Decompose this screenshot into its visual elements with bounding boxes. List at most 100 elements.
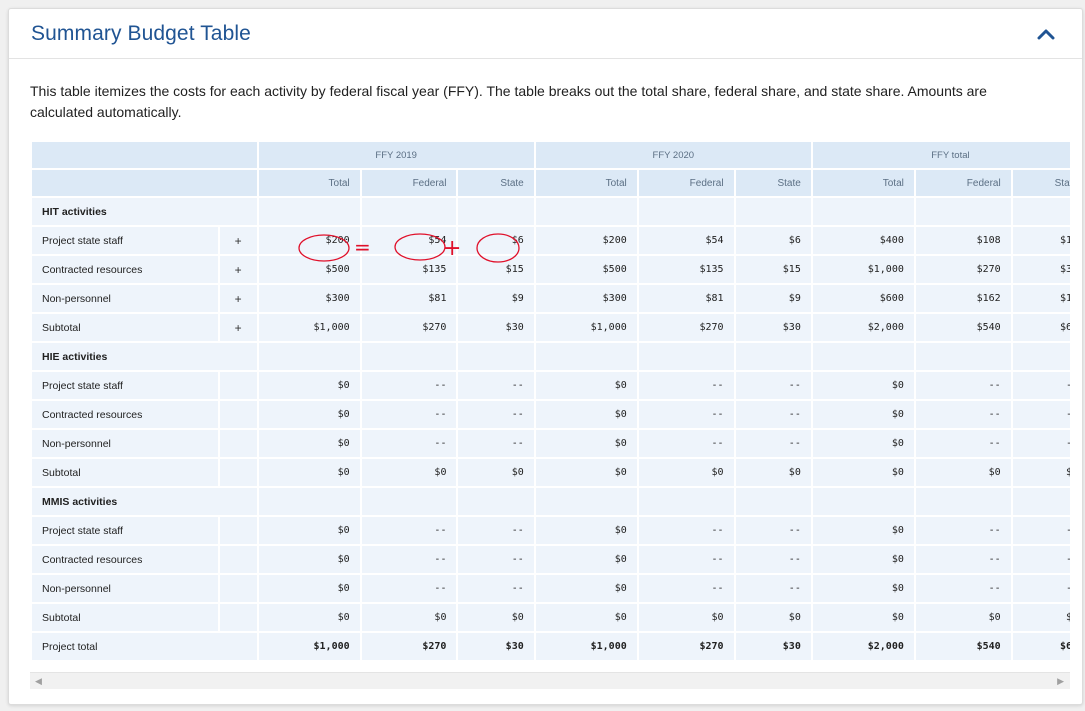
empty-cell — [535, 198, 637, 225]
table-cell: -- — [458, 401, 534, 428]
table-cell: $0 — [812, 575, 914, 602]
empty-cell — [812, 198, 914, 225]
table-cell: $9 — [458, 285, 534, 312]
table-cell: -- — [361, 430, 457, 457]
column-header: Total — [535, 170, 637, 196]
table-cell: $200 — [535, 227, 637, 254]
summary-budget-table: FFY 2019 FFY 2020 FFY total Total Federal Sta… — [30, 140, 1070, 662]
table-cell: $0 — [812, 430, 914, 457]
empty-cell — [458, 488, 534, 515]
expand-row-button[interactable]: + — [219, 256, 257, 283]
table-cell: $162 — [915, 285, 1011, 312]
empty-cell — [915, 343, 1011, 370]
row-label: Non-personnel — [32, 285, 218, 312]
table-cell: $0 — [258, 401, 360, 428]
table-cell: $270 — [361, 633, 457, 660]
table-row: Non-personnel$0----$0----$0---- — [32, 575, 1070, 602]
empty-cell — [361, 343, 457, 370]
table-row: Contracted resources$0----$0----$0---- — [32, 401, 1070, 428]
table-cell: -- — [1012, 430, 1070, 457]
table-cell: $81 — [361, 285, 457, 312]
table-cell: $1,000 — [258, 314, 360, 341]
table-cell: $270 — [361, 314, 457, 341]
table-cell: $0 — [535, 430, 637, 457]
table-cell: $0 — [258, 546, 360, 573]
table-cell: $600 — [812, 285, 914, 312]
table-cell: $0 — [361, 604, 457, 631]
empty-cell — [735, 343, 811, 370]
column-header: Federal — [361, 170, 457, 196]
table-cell: $0 — [1012, 604, 1070, 631]
chevron-up-icon — [1037, 29, 1055, 39]
table-cell: -- — [361, 372, 457, 399]
table-cell: -- — [735, 575, 811, 602]
table-cell: $0 — [812, 401, 914, 428]
table-cell: $2,000 — [812, 633, 914, 660]
table-cell: $0 — [258, 575, 360, 602]
empty-cell — [219, 459, 257, 486]
table-row: Subtotal$0$0$0$0$0$0$0$0$0 — [32, 459, 1070, 486]
table-description: This table itemizes the costs for each a… — [30, 83, 987, 120]
empty-cell — [638, 488, 734, 515]
row-label: Project state staff — [32, 517, 218, 544]
column-header: Total — [258, 170, 360, 196]
table-cell: -- — [361, 546, 457, 573]
table-row: Subtotal + $1,000 $270 $30 $1,000 $270 $30 $2,00… — [32, 314, 1070, 341]
arrow-left-icon[interactable]: ◀ — [35, 676, 42, 686]
empty-cell — [1012, 488, 1070, 515]
table-row: Project state staff + $200 $54 $6 $200 $54 $6 $4… — [32, 227, 1070, 254]
table-cell: $0 — [458, 459, 534, 486]
table-cell: $6 — [458, 227, 534, 254]
table-cell: -- — [1012, 517, 1070, 544]
expand-row-button[interactable]: + — [219, 285, 257, 312]
section-title: HIE activities — [32, 343, 257, 370]
table-cell: $30 — [735, 633, 811, 660]
table-cell: -- — [735, 372, 811, 399]
arrow-right-icon[interactable]: ▶ — [1057, 676, 1064, 686]
empty-cell — [361, 198, 457, 225]
table-cell: -- — [638, 401, 734, 428]
row-label: Contracted resources — [32, 401, 218, 428]
table-scroll-container[interactable]: FFY 2019 FFY 2020 FFY total Total Federal Sta… — [30, 140, 1070, 689]
table-cell: $0 — [535, 517, 637, 544]
table-cell: $0 — [535, 372, 637, 399]
column-header: State — [1012, 170, 1070, 196]
column-header: Federal — [638, 170, 734, 196]
table-cell: $0 — [535, 546, 637, 573]
table-cell: $500 — [535, 256, 637, 283]
project-total-row: Project total $1,000 $270 $30 $1,000 $270 $30 $… — [32, 633, 1070, 660]
table-cell: -- — [915, 575, 1011, 602]
section-row: MMIS activities — [32, 488, 1070, 515]
horizontal-scrollbar[interactable]: ◀ ▶ — [30, 672, 1070, 689]
table-cell: -- — [915, 430, 1011, 457]
expand-row-button[interactable]: + — [219, 227, 257, 254]
table-cell: -- — [915, 517, 1011, 544]
table-cell: -- — [915, 546, 1011, 573]
table-cell: $0 — [812, 517, 914, 544]
empty-cell — [1012, 198, 1070, 225]
expand-row-button[interactable]: + — [219, 314, 257, 341]
table-cell: $0 — [812, 372, 914, 399]
row-label: Non-personnel — [32, 575, 218, 602]
table-cell: $0 — [258, 604, 360, 631]
row-label: Project total — [32, 633, 257, 660]
section-title: HIT activities — [32, 198, 257, 225]
panel-header: Summary Budget Table — [9, 9, 1082, 59]
column-header: State — [735, 170, 811, 196]
row-label: Project state staff — [32, 227, 218, 254]
empty-cell — [219, 517, 257, 544]
collapse-button[interactable] — [1032, 20, 1060, 48]
table-row: Non-personnel + $300 $81 $9 $300 $81 $9 $600 $162… — [32, 285, 1070, 312]
table-cell: $12 — [1012, 227, 1070, 254]
empty-cell — [812, 488, 914, 515]
table-cell: $0 — [361, 459, 457, 486]
table-cell: $18 — [1012, 285, 1070, 312]
row-label: Project state staff — [32, 372, 218, 399]
table-cell: $540 — [915, 633, 1011, 660]
table-cell: -- — [361, 517, 457, 544]
header-blank — [32, 170, 257, 196]
table-cell: $81 — [638, 285, 734, 312]
table-cell: $0 — [258, 517, 360, 544]
table-cell: $0 — [258, 372, 360, 399]
row-label: Contracted resources — [32, 546, 218, 573]
